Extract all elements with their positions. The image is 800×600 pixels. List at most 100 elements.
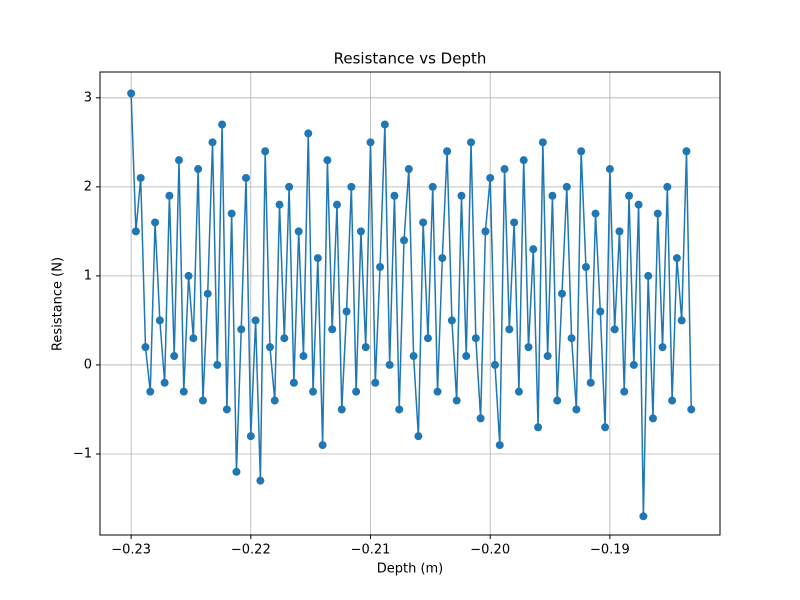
data-point xyxy=(615,227,624,236)
x-tick-label: −0.21 xyxy=(351,543,391,558)
data-point xyxy=(577,147,586,156)
data-point xyxy=(376,262,385,271)
data-point xyxy=(232,467,241,476)
data-point xyxy=(246,432,255,441)
data-point xyxy=(400,236,409,245)
data-point xyxy=(371,378,380,387)
data-point xyxy=(553,396,562,405)
data-point xyxy=(141,343,150,352)
data-point xyxy=(548,191,557,200)
data-point xyxy=(265,343,274,352)
data-point xyxy=(256,476,265,485)
data-point xyxy=(270,396,279,405)
data-point xyxy=(462,352,471,361)
data-point xyxy=(610,325,619,334)
data-point xyxy=(203,289,212,298)
y-tick-label: 0 xyxy=(84,357,92,372)
data-point xyxy=(538,138,547,147)
data-point xyxy=(165,191,174,200)
data-point xyxy=(486,173,495,182)
data-point xyxy=(299,352,308,361)
data-point xyxy=(313,254,322,263)
data-point xyxy=(605,165,614,174)
data-point xyxy=(414,432,423,441)
data-point xyxy=(629,360,638,369)
x-axis-label: Depth (m) xyxy=(377,562,444,577)
data-point xyxy=(591,209,600,218)
data-point xyxy=(337,405,346,414)
data-point xyxy=(443,147,452,156)
data-point xyxy=(572,405,581,414)
data-point xyxy=(490,360,499,369)
data-point xyxy=(524,343,533,352)
y-tick-label: 3 xyxy=(84,90,92,105)
data-point xyxy=(634,200,643,209)
data-point xyxy=(318,441,327,450)
data-point xyxy=(280,334,289,343)
data-point xyxy=(275,200,284,209)
data-point xyxy=(586,378,595,387)
data-point xyxy=(500,165,509,174)
x-tick-label: −0.23 xyxy=(111,543,151,558)
data-point xyxy=(289,378,298,387)
data-point xyxy=(218,120,227,129)
data-point xyxy=(677,316,686,325)
data-point xyxy=(131,227,140,236)
data-point xyxy=(347,182,356,191)
data-point xyxy=(361,343,370,352)
x-tick-label: −0.19 xyxy=(590,543,630,558)
data-point xyxy=(452,396,461,405)
data-point xyxy=(433,387,442,396)
y-tick-label: 1 xyxy=(84,268,92,283)
data-point xyxy=(352,387,361,396)
data-point xyxy=(648,414,657,423)
data-point xyxy=(261,147,270,156)
data-point xyxy=(682,147,691,156)
data-point xyxy=(567,334,576,343)
data-point xyxy=(476,414,485,423)
data-point xyxy=(174,156,183,165)
data-point xyxy=(385,360,394,369)
data-point xyxy=(510,218,519,227)
data-point xyxy=(127,89,136,98)
data-point xyxy=(366,138,375,147)
data-point xyxy=(596,307,605,316)
data-point xyxy=(356,227,365,236)
data-point xyxy=(309,387,318,396)
data-point xyxy=(457,191,466,200)
data-point xyxy=(663,182,672,191)
data-point xyxy=(404,165,413,174)
y-axis-label: Resistance (N) xyxy=(51,257,66,351)
x-tick-label: −0.20 xyxy=(470,543,510,558)
data-point xyxy=(198,396,207,405)
data-point xyxy=(146,387,155,396)
data-point xyxy=(581,262,590,271)
data-point xyxy=(227,209,236,218)
data-point xyxy=(467,138,476,147)
data-point xyxy=(342,307,351,316)
data-point xyxy=(170,352,179,361)
data-point xyxy=(213,360,222,369)
data-point xyxy=(529,245,538,254)
data-point xyxy=(625,191,634,200)
data-point xyxy=(242,173,251,182)
data-point xyxy=(519,156,528,165)
data-point xyxy=(136,173,145,182)
data-point xyxy=(189,334,198,343)
data-point xyxy=(251,316,260,325)
x-tick-label: −0.22 xyxy=(231,543,271,558)
data-point xyxy=(237,325,246,334)
data-point xyxy=(419,218,428,227)
data-point xyxy=(534,423,543,432)
y-tick-label: 2 xyxy=(84,179,92,194)
data-point xyxy=(328,325,337,334)
data-point xyxy=(601,423,610,432)
data-point xyxy=(505,325,514,334)
data-point xyxy=(514,387,523,396)
data-point xyxy=(543,352,552,361)
data-point xyxy=(481,227,490,236)
data-point xyxy=(495,441,504,450)
data-point xyxy=(285,182,294,191)
data-point xyxy=(395,405,404,414)
